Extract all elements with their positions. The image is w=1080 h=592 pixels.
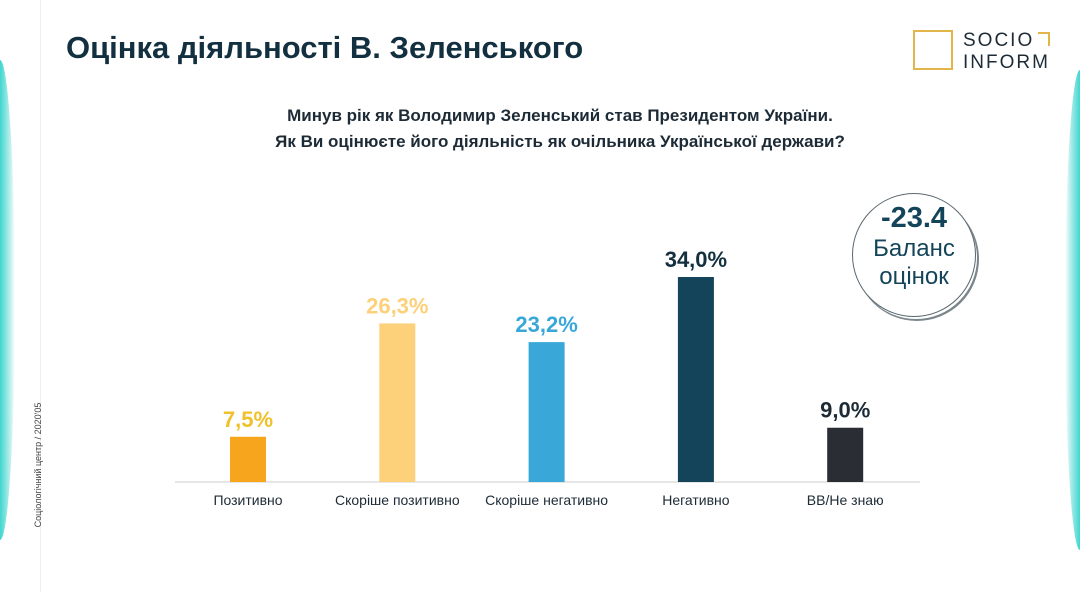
data-label: 7,5% [223, 407, 273, 432]
data-label: 26,3% [366, 293, 428, 318]
balance-label-2: оцінок [879, 263, 949, 290]
logo-line2: INFORM [963, 52, 1050, 73]
category-label: Скоріше позитивно [335, 492, 460, 508]
bar [827, 427, 864, 482]
divider [40, 0, 41, 592]
data-label: 9,0% [820, 398, 870, 423]
category-label: Скоріше негативно [485, 492, 608, 508]
logo-bracket [1038, 32, 1050, 46]
data-label: 34,0% [665, 247, 727, 272]
logo: SOCIO INFORM [913, 30, 1053, 75]
page-title: Оцінка діяльності В. Зеленського [66, 30, 584, 65]
bar [379, 323, 416, 482]
chart-question-line1: Минув рік як Володимир Зеленський став П… [287, 106, 833, 125]
balance-label-1: Баланс [873, 235, 955, 262]
bar [677, 277, 714, 482]
logo-line1: SOCIO [963, 30, 1035, 51]
category-label: Позитивно [213, 492, 282, 508]
logo-square [913, 30, 953, 70]
balance-value: -23.4 [880, 202, 948, 234]
balance-badge: -23.4 Баланс оцінок [852, 193, 976, 317]
bar [528, 342, 565, 482]
decor-glow-left [0, 60, 15, 540]
category-label: ВВ/Не знаю [807, 492, 884, 508]
chart-question-line2: Як Ви оцінюєте його діяльність як очільн… [275, 132, 845, 151]
decor-glow-right [1065, 70, 1080, 550]
data-label: 23,2% [515, 312, 577, 337]
bar [230, 436, 266, 482]
category-label: Негативно [662, 492, 730, 508]
